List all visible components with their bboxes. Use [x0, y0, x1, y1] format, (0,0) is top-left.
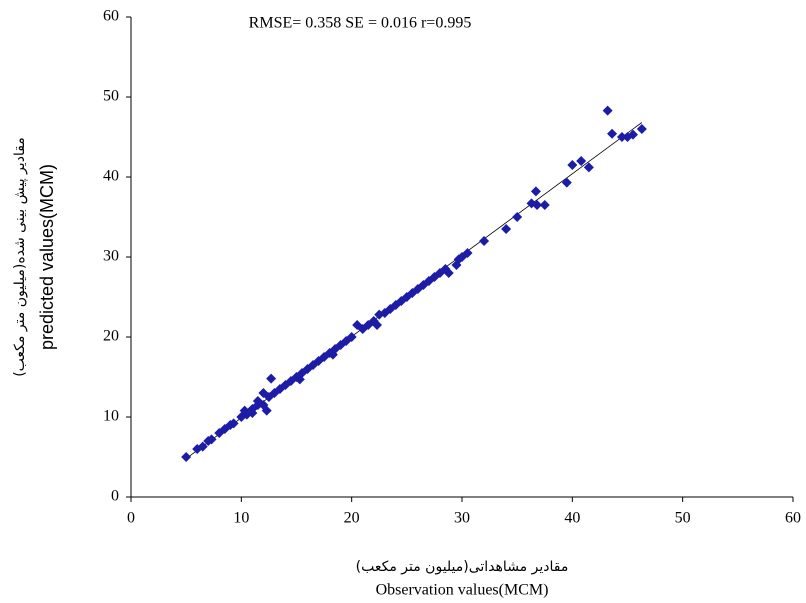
x-axis-label: Observation values(MCM): [376, 582, 549, 599]
x-tick-label: 10: [233, 510, 249, 527]
point: [532, 200, 543, 210]
x-axis-label-fa: مقادیر مشاهداتی(میلیون متر مکعب): [356, 559, 569, 575]
x-tick-label: 0: [127, 510, 135, 527]
point: [501, 224, 512, 234]
point: [602, 105, 613, 116]
y-axis-label-fa: مقادیر پیش بینی شده(میلیون متر مکعب): [12, 137, 28, 377]
point: [247, 408, 258, 418]
point: [372, 320, 383, 330]
x-tick-label: 50: [675, 510, 691, 527]
point: [567, 160, 578, 170]
point: [530, 186, 541, 197]
x-tick-label: 30: [454, 510, 470, 527]
y-tick-label: 60: [103, 8, 119, 25]
y-tick-label: 30: [103, 248, 119, 265]
x-tick-label: 20: [344, 510, 360, 527]
point: [206, 434, 217, 445]
y-axis-label: predicted values(MCM): [37, 164, 57, 350]
point: [228, 418, 239, 429]
x-tick-label: 40: [564, 510, 580, 527]
point: [628, 129, 639, 140]
y-tick-label: 40: [103, 168, 119, 185]
point: [636, 124, 647, 134]
point: [462, 248, 473, 258]
y-tick-label: 50: [103, 88, 119, 105]
point: [346, 332, 357, 342]
y-tick-label: 20: [103, 328, 119, 345]
point: [561, 177, 572, 188]
point: [607, 128, 618, 139]
point: [443, 268, 454, 278]
point: [616, 132, 627, 142]
point: [197, 441, 208, 452]
point: [539, 200, 550, 210]
x-tick-label: 60: [785, 510, 801, 527]
point: [576, 156, 587, 166]
point: [266, 373, 277, 384]
point: [479, 236, 490, 246]
point: [261, 405, 272, 416]
point: [512, 212, 523, 222]
annotation: RMSE= 0.358 SE = 0.016 r=0.995: [249, 15, 472, 32]
y-tick-label: 0: [111, 488, 119, 505]
point: [181, 452, 192, 462]
point: [583, 162, 594, 173]
y-tick-label: 10: [103, 408, 119, 425]
